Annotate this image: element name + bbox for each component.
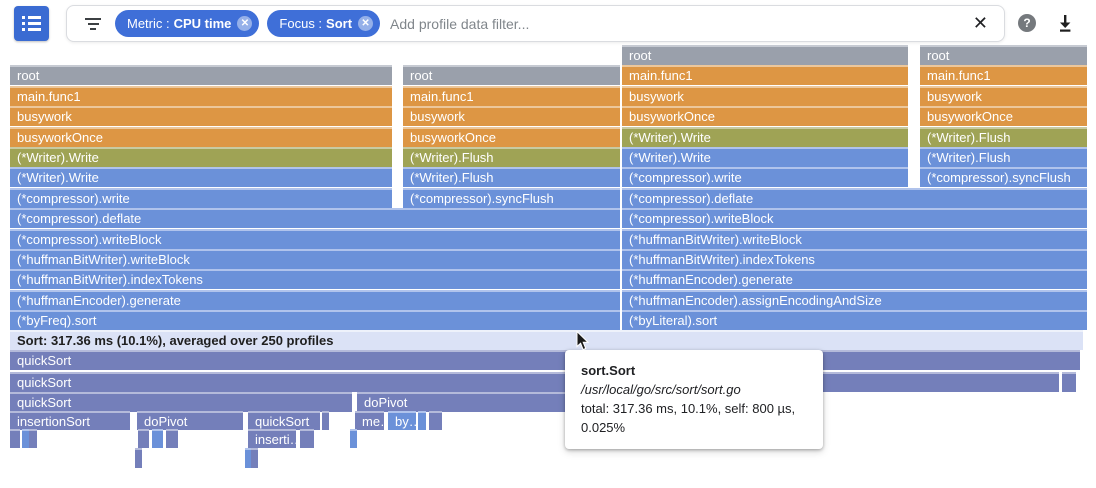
- flame-frame[interactable]: [152, 429, 163, 448]
- frame-tooltip: sort.Sort /usr/local/go/src/sort/sort.go…: [565, 350, 823, 449]
- flame-frame[interactable]: (*Writer).Write: [622, 127, 908, 147]
- flame-frame[interactable]: (*compressor).write: [622, 167, 908, 187]
- flame-frame[interactable]: [10, 429, 20, 448]
- flame-frame[interactable]: (*huffmanEncoder).assignEncodingAndSize: [622, 290, 1087, 310]
- filter-list-icon: [85, 17, 101, 30]
- filter-chip-metric[interactable]: Metric : CPU time ✕: [115, 10, 260, 37]
- flame-frame[interactable]: busywork: [10, 106, 392, 126]
- flame-frame[interactable]: (*Writer).Write: [622, 147, 908, 167]
- flame-frame[interactable]: (*compressor).syncFlush: [920, 167, 1087, 187]
- flame-frame[interactable]: (*compressor).deflate: [10, 208, 620, 228]
- flame-frame[interactable]: (*compressor).writeBlock: [10, 229, 620, 249]
- flame-frame[interactable]: by…: [388, 411, 416, 430]
- flame-frame[interactable]: main.func1: [403, 86, 620, 106]
- tooltip-source-path: /usr/local/go/src/sort/sort.go: [581, 382, 741, 397]
- profile-filter-bar: Metric : CPU time ✕ Focus : Sort ✕ ✕: [66, 5, 1005, 42]
- flame-frame[interactable]: [245, 448, 252, 468]
- flame-frame[interactable]: inserti…: [248, 429, 296, 448]
- flame-frame[interactable]: (*huffmanBitWriter).writeBlock: [10, 249, 620, 269]
- flame-frame[interactable]: (*compressor).syncFlush: [403, 188, 620, 208]
- flame-frame[interactable]: (*Writer).Flush: [403, 167, 620, 187]
- flame-frame[interactable]: [300, 429, 307, 448]
- flame-frame[interactable]: doPivot: [137, 411, 243, 430]
- flame-frame[interactable]: [171, 429, 178, 448]
- flame-frame[interactable]: (*huffmanBitWriter).writeBlock: [622, 229, 1087, 249]
- flame-frame[interactable]: (*Writer).Write: [10, 147, 392, 167]
- flame-frame[interactable]: [418, 411, 426, 430]
- flame-frame[interactable]: root: [920, 45, 1087, 65]
- flame-frame[interactable]: [166, 429, 173, 448]
- flame-frame[interactable]: main.func1: [10, 86, 392, 106]
- flame-frame[interactable]: [29, 429, 37, 448]
- flame-frame[interactable]: busywork: [403, 106, 620, 126]
- chip-value: Sort: [326, 16, 353, 31]
- cursor-icon: [576, 330, 590, 356]
- flame-frame[interactable]: (*Writer).Write: [10, 167, 392, 187]
- clear-filters-icon[interactable]: ✕: [972, 13, 988, 33]
- chip-prefix: Metric :: [127, 16, 170, 31]
- download-icon[interactable]: [1055, 13, 1075, 33]
- flame-frame[interactable]: (*Writer).Flush: [403, 147, 620, 167]
- flame-frame[interactable]: [135, 448, 142, 468]
- flame-frame[interactable]: quickSort: [10, 392, 352, 412]
- flame-frame[interactable]: main.func1: [920, 65, 1087, 85]
- flame-frame[interactable]: [435, 411, 442, 430]
- flame-frame[interactable]: (*byLiteral).sort: [622, 310, 1087, 330]
- flame-frame[interactable]: root: [10, 65, 392, 85]
- chip-remove-icon[interactable]: ✕: [358, 16, 374, 31]
- flame-frame[interactable]: quickSort: [248, 411, 320, 430]
- flame-frame[interactable]: [1062, 372, 1076, 392]
- flame-frame[interactable]: insertionSort: [10, 411, 130, 430]
- flame-frame[interactable]: (*compressor).write: [10, 188, 392, 208]
- help-icon[interactable]: ?: [1018, 14, 1036, 32]
- chip-remove-icon[interactable]: ✕: [237, 16, 253, 31]
- flame-frame[interactable]: [429, 411, 436, 430]
- flame-frame[interactable]: (*huffmanBitWriter).indexTokens: [10, 269, 620, 289]
- flame-frame[interactable]: (*compressor).deflate: [622, 188, 1087, 208]
- chip-prefix: Focus :: [279, 16, 323, 31]
- flame-frame[interactable]: [22, 429, 29, 448]
- flame-frame[interactable]: [251, 448, 258, 468]
- flame-frame[interactable]: root: [622, 45, 908, 65]
- flame-frame[interactable]: busyworkOnce: [403, 127, 620, 147]
- flame-frame[interactable]: (*huffmanEncoder).generate: [622, 269, 1087, 289]
- selected-frame-summary[interactable]: Sort: 317.36 ms (10.1%), averaged over 2…: [10, 330, 1083, 350]
- flame-frame[interactable]: busywork: [920, 86, 1087, 106]
- filter-chip-focus[interactable]: Focus : Sort ✕: [267, 10, 381, 37]
- flame-frame[interactable]: (*huffmanBitWriter).indexTokens: [622, 249, 1087, 269]
- menu-button[interactable]: [14, 6, 49, 41]
- tooltip-function-name: sort.Sort: [581, 363, 636, 378]
- flame-frame[interactable]: [350, 429, 357, 448]
- flame-frame[interactable]: quickSort: [10, 372, 1059, 392]
- flame-frame[interactable]: busyworkOnce: [622, 106, 908, 126]
- flame-frame[interactable]: (*Writer).Flush: [920, 127, 1087, 147]
- flame-frame[interactable]: root: [403, 65, 620, 85]
- flame-frame[interactable]: main.func1: [622, 65, 908, 85]
- chip-value: CPU time: [173, 16, 232, 31]
- tooltip-stats: total: 317.36 ms, 10.1%, self: 800 µs, 0…: [581, 401, 796, 435]
- flame-frame[interactable]: me…: [355, 411, 384, 430]
- flame-frame[interactable]: [307, 429, 314, 448]
- flame-frame[interactable]: busyworkOnce: [920, 106, 1087, 126]
- flame-frame[interactable]: (*Writer).Flush: [920, 147, 1087, 167]
- flame-frame[interactable]: busywork: [622, 86, 908, 106]
- filter-input[interactable]: [388, 14, 961, 33]
- flame-frame[interactable]: [322, 411, 329, 430]
- flame-frame[interactable]: busyworkOnce: [10, 127, 392, 147]
- view-list-icon: [22, 16, 41, 31]
- flame-frame[interactable]: (*compressor).writeBlock: [622, 208, 1087, 228]
- flame-frame[interactable]: quickSort: [10, 350, 1080, 370]
- flame-frame[interactable]: [138, 429, 149, 448]
- flame-frame[interactable]: (*huffmanEncoder).generate: [10, 290, 620, 310]
- flame-frame[interactable]: (*byFreq).sort: [10, 310, 620, 330]
